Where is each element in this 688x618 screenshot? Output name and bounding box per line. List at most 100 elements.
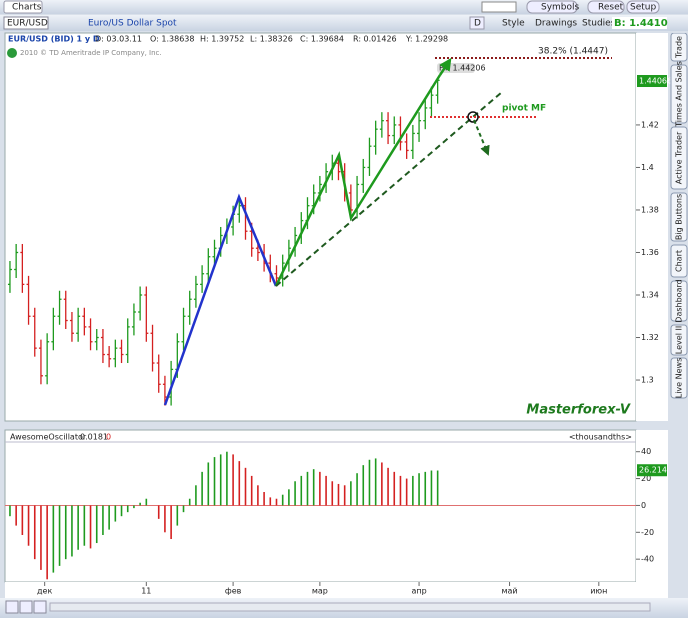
studies-button[interactable]: Studies: [582, 19, 616, 29]
style-button[interactable]: Style: [502, 19, 525, 29]
header-open: O: 1.38638: [150, 35, 194, 44]
ohlc-bar: [100, 329, 105, 364]
ohlc-bar: [417, 112, 422, 142]
ohlc-bar: [187, 290, 192, 325]
header-date: D: 03.03.11: [95, 35, 142, 44]
header-high: H: 1.39752: [200, 35, 244, 44]
ohlc-bar: [76, 307, 81, 342]
ohlc-bar: [69, 312, 74, 342]
instrument: EUR/USD (BID) 1 y D: [8, 35, 100, 44]
side-tab-label: Chart: [675, 250, 684, 272]
ohlc-bar: [119, 339, 124, 364]
side-tab-label: Big Buttons: [675, 194, 684, 240]
last-value-box: [637, 464, 667, 477]
color-box[interactable]: [481, 1, 517, 13]
ohlc-bar: [57, 290, 62, 325]
ohlc-bar: [20, 243, 25, 293]
ohlc-bar: [32, 307, 37, 357]
charts-tab[interactable]: [3, 0, 43, 14]
zoom-in-button[interactable]: [19, 600, 33, 614]
down-arrow: [473, 119, 490, 156]
side-tab-label: Live News: [675, 358, 684, 399]
side-tab[interactable]: [670, 126, 688, 190]
ohlc-bar: [63, 290, 68, 330]
y-tick-label: 1.32: [641, 333, 659, 342]
side-tab[interactable]: [670, 64, 688, 124]
osc-axis: [636, 430, 668, 582]
last-value-label: 26.214: [639, 466, 667, 475]
ohlc-bar: [398, 116, 403, 151]
ohlc-bar: [392, 116, 397, 145]
side-tab[interactable]: [670, 357, 688, 399]
study-units: <thousandths>: [569, 433, 632, 442]
ohlc-bar: [200, 265, 205, 293]
toolbar: [0, 15, 688, 31]
green-wave: [274, 74, 442, 287]
zoom-button[interactable]: [5, 600, 19, 614]
drawings-button[interactable]: Drawings: [535, 19, 577, 29]
setup-button[interactable]: [626, 0, 660, 14]
period-button[interactable]: [469, 16, 485, 30]
date-axis: [5, 582, 668, 598]
fib-label: 38.2% (1.4447): [538, 47, 608, 57]
y-tick-label: 1.42: [641, 120, 659, 129]
symbols-label: Symbols: [541, 3, 580, 13]
symbol-input[interactable]: [3, 16, 49, 30]
side-tab-label: Dashboard: [675, 279, 684, 322]
side-tab[interactable]: [670, 280, 688, 322]
ohlc-bar: [51, 307, 56, 351]
ohlc-bar: [38, 339, 43, 385]
side-tab[interactable]: [670, 324, 688, 356]
ohlc-bar: [138, 286, 143, 321]
scrollbar[interactable]: [49, 602, 651, 612]
tab-strip: Trade Times And Sales Active Trader Big But…: [670, 33, 688, 399]
y-tick-label: -40: [641, 555, 654, 564]
ohlc-bar: [367, 137, 372, 176]
x-tick-label: фев: [225, 587, 242, 596]
ohlc-bar: [212, 239, 217, 266]
ohlc-bar: [373, 120, 378, 155]
reset-button[interactable]: [587, 0, 625, 14]
study-param: 0: [106, 433, 111, 442]
y-tick-label: 1.38: [641, 205, 659, 214]
ohlc-bar: [113, 339, 118, 368]
side-tab[interactable]: [670, 244, 688, 278]
x-tick-label: июн: [590, 587, 607, 596]
logo: [7, 48, 17, 58]
ohlc-bar: [26, 275, 31, 325]
setup-label: Setup: [630, 3, 656, 13]
last-price-box: [637, 75, 667, 88]
side-tab[interactable]: [670, 33, 688, 62]
reset-label: Reset: [598, 3, 624, 13]
price-panel: [4, 32, 637, 422]
side-tab[interactable]: [670, 192, 688, 242]
side-tab-label: Level II: [675, 326, 684, 354]
ohlc-bar: [423, 99, 428, 130]
y-tick-label: 1.3: [641, 376, 654, 385]
ohlc-bar: [14, 243, 19, 278]
symbol: EUR/USD: [7, 19, 48, 29]
pivot-label: pivot MF: [502, 104, 546, 114]
bid: B: 1.4410: [614, 18, 668, 29]
ohlc-bar: [144, 286, 149, 342]
period-label: D: [474, 19, 481, 29]
y-tick-label: 40: [641, 447, 651, 456]
oscillator-panel: [4, 429, 637, 583]
ohlc-bar: [131, 303, 136, 336]
ohlc-bar: [88, 318, 93, 351]
hi-label: Hi: 1.44206: [439, 64, 486, 73]
side-tab-label: Trade: [675, 36, 684, 59]
symbols-button[interactable]: [526, 0, 578, 14]
ohlc-bar: [404, 133, 409, 159]
ohlc-bar: [237, 197, 242, 223]
ohlc-bar: [361, 158, 366, 193]
header-close: C: 1.39684: [300, 35, 344, 44]
last-price-label: 1.44066: [639, 77, 672, 86]
x-tick-label: мар: [312, 587, 328, 596]
zoom-out-button[interactable]: [33, 600, 47, 614]
watermark: Masterforex-V: [526, 403, 631, 418]
y-tick-label: -20: [641, 528, 654, 537]
side-tab-label: Active Trader: [675, 131, 684, 184]
x-tick-label: апр: [411, 587, 426, 596]
